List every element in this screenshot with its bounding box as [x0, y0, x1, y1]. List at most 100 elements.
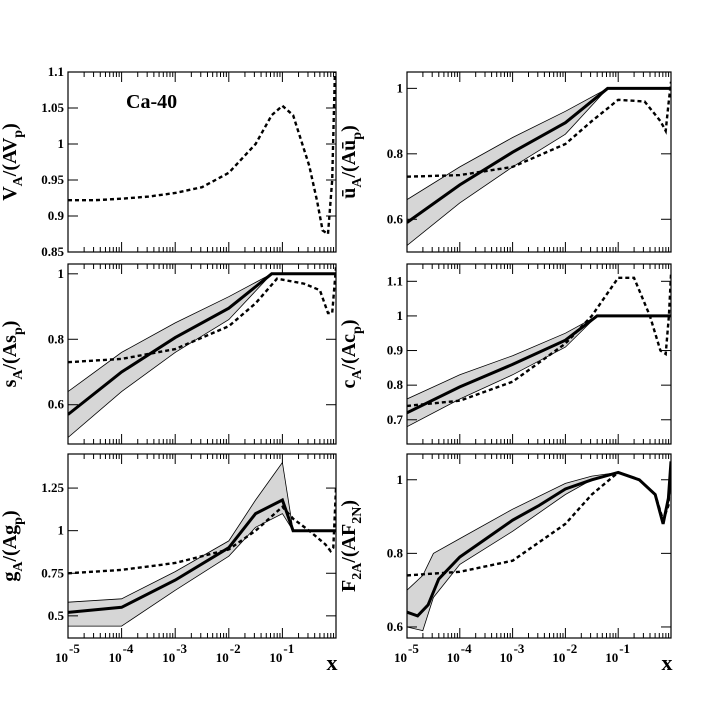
- y-axis-label-end: ): [0, 123, 21, 130]
- y-tick-label: 0.8: [387, 146, 404, 161]
- x-tick-label: 10: [394, 650, 407, 665]
- y-axis-label-sub: A: [11, 369, 26, 380]
- y-axis-label-main: s: [0, 379, 21, 387]
- x-ticks: [67, 454, 335, 638]
- x-tick-exponent: -5: [408, 641, 419, 656]
- dashed-curve: [407, 461, 671, 577]
- y-axis-label-sub: A: [350, 369, 365, 380]
- y-ticks: [407, 479, 671, 628]
- y-tick-label: 0.95: [41, 172, 64, 187]
- panel-sa: 0.6 0.8 1 sA/(Asp): [0, 263, 337, 445]
- x-tick-exponent: -3: [514, 641, 525, 656]
- dashed-curve: [68, 72, 336, 237]
- x-tick-label: 10: [269, 650, 282, 665]
- x-tick-label: 10: [216, 650, 229, 665]
- panel-annotation: Ca-40: [126, 91, 177, 113]
- panel-frame: [67, 263, 337, 445]
- x-ticks: [406, 454, 670, 638]
- y-tick-label: 1: [58, 523, 65, 538]
- y-tick-label: 1: [58, 136, 65, 151]
- y-tick-label: 0.6: [387, 211, 404, 226]
- y-axis-label-main: F: [338, 580, 360, 592]
- central-curve: [407, 461, 671, 618]
- dashed-curve: [407, 274, 671, 408]
- y-axis-label-sub: A: [11, 175, 26, 186]
- central-curve: [407, 86, 671, 224]
- y-tick-label: 0.9: [48, 208, 65, 223]
- y-tick-labels: 0.7 0.8 0.9 1 1.1: [387, 273, 404, 426]
- panel-frame: [67, 71, 337, 253]
- plot-area: [407, 81, 671, 247]
- y-tick-label: 0.8: [387, 545, 404, 560]
- y-axis-label-end: ): [338, 319, 360, 326]
- y-tick-labels: 0.6 0.8 1: [387, 472, 404, 634]
- x-tick-exponent: -4: [461, 641, 472, 656]
- x-tick-label: 10: [55, 650, 68, 665]
- x-axis-label: x: [327, 650, 338, 675]
- x-tick-label: 10: [552, 650, 565, 665]
- panel-frame: [406, 263, 672, 445]
- y-tick-label: 1: [397, 472, 404, 487]
- x-tick-exponent: -2: [230, 641, 241, 656]
- x-tick-exponent: -1: [283, 641, 294, 656]
- y-tick-label: 1.05: [41, 100, 64, 115]
- y-tick-labels: 0.6 0.8 1: [48, 266, 65, 412]
- y-axis-label-mid: /(AV: [0, 137, 21, 177]
- y-axis-label-mid: /(Aū: [338, 140, 360, 179]
- y-tick-label: 1.25: [41, 480, 64, 495]
- plot-area: [68, 461, 336, 627]
- x-tick-labels: 10-510-410-310-210-1: [55, 641, 294, 665]
- y-tick-label: 0.85: [41, 244, 64, 259]
- y-axis-label-end: ): [0, 321, 21, 328]
- y-tick-label: 0.7: [387, 412, 404, 427]
- panel-frame: [406, 71, 672, 253]
- panel-frame: [67, 453, 337, 639]
- central-curve: [407, 314, 671, 415]
- x-tick-label: 10: [162, 650, 175, 665]
- y-tick-label: 0.75: [41, 565, 64, 580]
- dashed-curve: [407, 81, 671, 178]
- y-axis-label-mid: /(As: [0, 335, 21, 371]
- uncertainty-band: [407, 461, 671, 632]
- y-axis-label-main: g: [0, 572, 21, 582]
- y-axis-label-mid: /(Ac: [338, 334, 360, 371]
- y-axis-label-end: ): [338, 500, 360, 507]
- y-tick-label: 1.1: [48, 64, 64, 79]
- panel-frame: [406, 453, 672, 639]
- y-axis-label-sub: 2A: [350, 562, 365, 580]
- dashed-curve: [68, 488, 336, 575]
- y-axis-label-sub: A: [350, 177, 365, 188]
- x-ticks: [67, 264, 335, 444]
- y-tick-label: 0.9: [387, 343, 404, 358]
- y-axis-label-sub2: 2N: [350, 507, 365, 524]
- y-tick-label: 1: [58, 266, 65, 281]
- x-ticks: [67, 72, 335, 252]
- y-axis-label: ūA/(Aūp): [338, 125, 365, 199]
- x-tick-label: 10: [109, 650, 122, 665]
- y-axis-label-mid: /(Ag: [0, 525, 21, 563]
- y-axis-label-main: V: [0, 186, 21, 201]
- y-tick-label: 1.1: [387, 273, 403, 288]
- y-tick-label: 0.8: [387, 377, 404, 392]
- panel-ca: 0.7 0.8 0.9 1 1.1 cA/(Acp): [338, 263, 672, 445]
- y-axis-label-sub: A: [11, 561, 26, 572]
- y-tick-label: 0.8: [48, 331, 65, 346]
- y-tick-label: 0.6: [387, 619, 404, 634]
- x-tick-label: 10: [605, 650, 618, 665]
- y-axis-label: cA/(Acp): [338, 319, 365, 388]
- y-tick-label: 1: [397, 308, 404, 323]
- y-tick-labels: 0.85 0.9 0.95 1 1.05 1.1: [41, 64, 64, 259]
- x-tick-exponent: -2: [566, 641, 577, 656]
- y-tick-labels: 0.6 0.8 1: [387, 80, 404, 226]
- x-tick-labels: 10-510-410-310-210-1: [394, 641, 630, 665]
- y-axis-label: gA/(Agp): [0, 510, 26, 581]
- plot-area: [407, 461, 671, 632]
- x-ticks: [406, 264, 670, 444]
- plot-area: [407, 274, 671, 428]
- y-axis-label-sub2: p: [11, 327, 26, 335]
- y-axis-label-main: ū: [338, 188, 360, 199]
- y-tick-label: 0.6: [48, 397, 65, 412]
- y-axis-label-mid: /(AF: [338, 524, 360, 564]
